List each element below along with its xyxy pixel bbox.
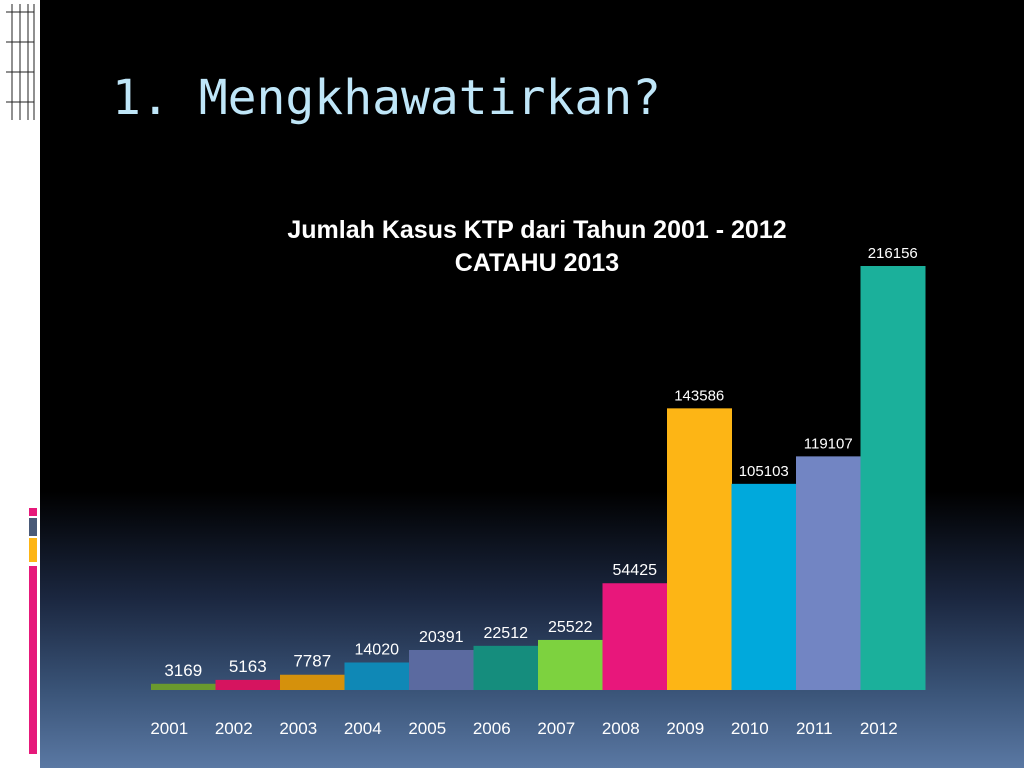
bar-2002 <box>215 679 281 690</box>
x-tick-2002: 2002 <box>215 719 253 738</box>
x-tick-2009: 2009 <box>666 719 704 738</box>
bar-2012 <box>860 266 926 690</box>
data-label-2008: 54425 <box>613 562 658 579</box>
x-tick-2006: 2006 <box>473 719 511 738</box>
accent-stripe-gold <box>29 538 37 562</box>
x-tick-2010: 2010 <box>731 719 769 738</box>
x-tick-2005: 2005 <box>408 719 446 738</box>
bar-2004 <box>344 662 410 690</box>
data-label-2012: 216156 <box>868 245 918 262</box>
data-label-2009: 143586 <box>674 387 724 404</box>
x-tick-2001: 2001 <box>150 719 188 738</box>
data-label-2005: 20391 <box>419 629 464 646</box>
x-tick-2007: 2007 <box>537 719 575 738</box>
x-tick-2003: 2003 <box>279 719 317 738</box>
bar-2011 <box>796 456 861 690</box>
x-tick-2008: 2008 <box>602 719 640 738</box>
x-tick-2011: 2011 <box>796 719 833 738</box>
bar-2008 <box>602 583 668 690</box>
bar-2006 <box>473 645 539 690</box>
bar-2009 <box>667 408 732 690</box>
data-label-2006: 22512 <box>484 625 529 642</box>
data-label-2011: 119107 <box>804 435 853 452</box>
accent-stripe-pink <box>29 508 37 516</box>
data-label-2002: 5163 <box>229 657 267 676</box>
chart-title-block: Jumlah Kasus KTP dari Tahun 2001 - 2012 … <box>180 214 894 279</box>
bar-2005 <box>409 650 474 690</box>
chart-subtitle: CATAHU 2013 <box>454 248 620 277</box>
slide-title: 1. Mengkhawatirkan? <box>112 70 662 126</box>
data-label-2003: 7787 <box>293 652 331 671</box>
data-label-2004: 14020 <box>355 642 400 659</box>
data-label-2001: 3169 <box>164 661 202 680</box>
bar-2007 <box>538 639 603 690</box>
bar-2003 <box>280 674 345 690</box>
bar-2010 <box>731 483 797 690</box>
accent-stripe-magenta <box>29 566 37 754</box>
accent-stripe-slate <box>29 518 37 536</box>
data-label-2007: 25522 <box>548 619 593 636</box>
bar-2001 <box>151 683 216 690</box>
chart-title: Jumlah Kasus KTP dari Tahun 2001 - 2012 <box>287 216 787 244</box>
corner-decoration-icon <box>6 4 35 120</box>
x-tick-2012: 2012 <box>860 719 898 738</box>
data-label-2010: 105103 <box>739 463 789 480</box>
x-tick-2004: 2004 <box>344 719 382 738</box>
left-panel <box>0 0 40 768</box>
